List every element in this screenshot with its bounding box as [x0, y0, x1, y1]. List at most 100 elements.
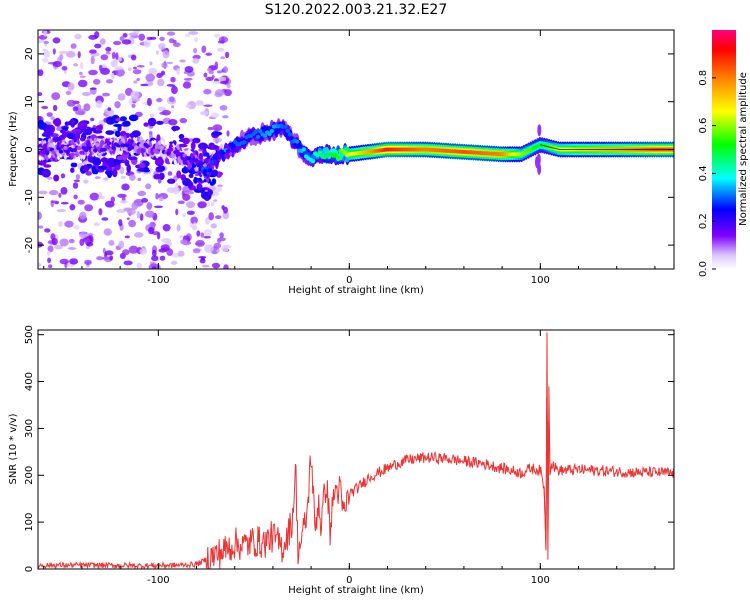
noise-blob [109, 255, 114, 261]
band-blob [85, 171, 92, 176]
band-blob [105, 159, 115, 166]
noise-blob [70, 43, 77, 49]
noise-blob [182, 193, 191, 201]
noise-blob [141, 198, 149, 203]
noise-blob [96, 256, 104, 261]
spike-blob [536, 153, 541, 166]
noise-blob [119, 36, 125, 42]
noise-blob [149, 113, 155, 118]
ridge-segment [262, 133, 268, 138]
band-blob [131, 130, 141, 138]
band-blob [119, 116, 127, 122]
band-blob [86, 126, 91, 131]
x-tick-label: -100 [147, 575, 170, 586]
ridge-segment [93, 148, 98, 153]
noise-blob [178, 235, 184, 239]
noise-blob [103, 228, 112, 236]
noise-blob [166, 248, 174, 256]
noise-blob [155, 50, 159, 55]
noise-blob [126, 217, 130, 220]
snr-x-axis-label: Height of straight line (km) [288, 585, 424, 596]
noise-blob [171, 105, 175, 109]
colorbar-tick-label: 0.8 [698, 70, 709, 86]
band-blob [198, 142, 208, 150]
band-blob [41, 171, 51, 175]
noise-blob [59, 238, 69, 247]
ridge-segment [287, 132, 293, 137]
band-blob [112, 169, 118, 178]
noise-blob [184, 66, 194, 73]
noise-blob [211, 201, 215, 207]
noise-blob [119, 166, 125, 175]
noise-blob [162, 224, 171, 232]
noise-blob [64, 220, 74, 228]
band-blob [53, 174, 60, 182]
y-tick-label: 200 [24, 466, 35, 485]
colorbar: 0.0 0.2 0.4 0.6 0.8 Normalized spectral ampl… [698, 30, 749, 277]
ridge-segment [333, 153, 339, 157]
noise-blob [52, 48, 56, 55]
noise-blob [145, 210, 155, 218]
ridge-segment [44, 150, 50, 155]
y-tick-label: 300 [24, 419, 35, 438]
noise-blob [182, 81, 192, 89]
noise-blob [60, 173, 66, 179]
noise-blob [43, 30, 48, 37]
noise-blob [219, 105, 228, 111]
noise-blob [196, 230, 201, 237]
noise-blob [102, 92, 110, 97]
band-blob [92, 157, 102, 166]
noise-blob [200, 232, 205, 238]
band-blob [147, 117, 157, 127]
noise-blob [106, 79, 113, 84]
noise-blob [203, 229, 212, 237]
spectrogram-y-axis: -20 -10 0 10 20 [24, 48, 674, 253]
noise-blob [190, 216, 198, 225]
noise-blob [177, 200, 185, 205]
noise-blob [168, 119, 178, 126]
noise-blob [98, 64, 103, 71]
band-blob [156, 120, 164, 125]
band-blob [204, 152, 210, 157]
noise-blob [103, 177, 109, 181]
ridge-segment [335, 155, 341, 160]
noise-blob [216, 70, 223, 74]
noise-blob [110, 60, 118, 68]
y-tick-label: 10 [24, 95, 35, 108]
noise-blob [226, 84, 231, 89]
noise-blob [48, 190, 59, 196]
noise-blob [159, 196, 164, 202]
noise-blob [82, 91, 91, 97]
ridge-segment [242, 140, 247, 145]
band-blob [70, 162, 78, 168]
noise-blob [138, 33, 145, 41]
noise-blob [157, 106, 167, 112]
noise-blob [52, 37, 61, 44]
noise-blob [95, 100, 103, 109]
snr-line-layer [38, 332, 674, 569]
band-blob [66, 132, 76, 140]
noise-blob [160, 244, 170, 251]
noise-blob [54, 244, 63, 250]
noise-blob [146, 202, 153, 210]
noise-blob [222, 66, 229, 73]
noise-blob [217, 47, 225, 52]
ridge-segment [141, 148, 146, 153]
ridge-segment [132, 142, 137, 147]
ridge-segment [255, 134, 261, 139]
ridge-segment [203, 169, 208, 173]
noise-blob [203, 72, 208, 78]
noise-blob [128, 32, 138, 37]
noise-blob [203, 235, 211, 239]
x-tick-label: 0 [346, 275, 352, 286]
noise-blob [111, 51, 116, 60]
band-blob [208, 142, 216, 150]
noise-blob [217, 40, 225, 44]
noise-blob [149, 36, 157, 40]
ridge-segment [79, 150, 84, 155]
noise-blob [210, 223, 217, 229]
ridge-segment [267, 132, 272, 137]
band-blob [44, 129, 51, 138]
colorbar-gradient [712, 30, 736, 269]
